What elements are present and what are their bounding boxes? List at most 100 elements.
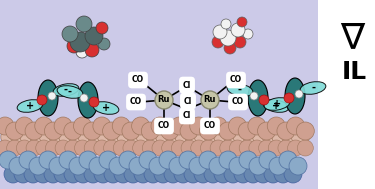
Circle shape bbox=[25, 122, 43, 140]
Text: Cl: Cl bbox=[184, 97, 192, 105]
Circle shape bbox=[160, 122, 178, 140]
Circle shape bbox=[55, 140, 71, 156]
Circle shape bbox=[184, 165, 202, 183]
Circle shape bbox=[36, 140, 52, 156]
Circle shape bbox=[231, 23, 245, 37]
Circle shape bbox=[59, 128, 77, 146]
Circle shape bbox=[79, 151, 97, 169]
Circle shape bbox=[104, 165, 122, 183]
Circle shape bbox=[204, 128, 222, 146]
Circle shape bbox=[204, 165, 222, 183]
Circle shape bbox=[159, 151, 177, 169]
Text: ∇: ∇ bbox=[340, 21, 364, 55]
Circle shape bbox=[288, 140, 304, 156]
Circle shape bbox=[83, 122, 101, 140]
Circle shape bbox=[98, 128, 116, 146]
Circle shape bbox=[132, 117, 150, 135]
Text: CO: CO bbox=[232, 98, 244, 106]
Circle shape bbox=[37, 95, 47, 105]
Circle shape bbox=[230, 140, 246, 156]
Circle shape bbox=[229, 157, 247, 175]
Circle shape bbox=[296, 122, 314, 140]
Circle shape bbox=[134, 165, 152, 183]
Circle shape bbox=[69, 157, 87, 175]
Circle shape bbox=[124, 165, 142, 183]
Ellipse shape bbox=[264, 98, 290, 110]
Circle shape bbox=[249, 140, 265, 156]
Circle shape bbox=[76, 46, 88, 58]
Circle shape bbox=[85, 43, 99, 57]
Circle shape bbox=[237, 17, 247, 27]
Text: +: + bbox=[272, 101, 280, 111]
Circle shape bbox=[269, 157, 287, 175]
Circle shape bbox=[74, 117, 92, 135]
Circle shape bbox=[117, 128, 135, 146]
Text: CO: CO bbox=[204, 122, 216, 130]
Circle shape bbox=[146, 128, 164, 146]
Circle shape bbox=[214, 128, 232, 146]
Circle shape bbox=[39, 151, 57, 169]
Circle shape bbox=[277, 122, 295, 140]
Text: CO: CO bbox=[158, 122, 170, 130]
Circle shape bbox=[224, 165, 242, 183]
Circle shape bbox=[191, 140, 207, 156]
Circle shape bbox=[93, 117, 111, 135]
Circle shape bbox=[249, 157, 267, 175]
Circle shape bbox=[289, 157, 307, 175]
Circle shape bbox=[123, 140, 139, 156]
Circle shape bbox=[54, 117, 72, 135]
Circle shape bbox=[62, 26, 78, 42]
Circle shape bbox=[268, 140, 284, 156]
Circle shape bbox=[253, 128, 271, 146]
Circle shape bbox=[155, 91, 173, 109]
Circle shape bbox=[0, 140, 13, 156]
Text: +: + bbox=[273, 99, 281, 109]
Circle shape bbox=[6, 122, 24, 140]
Circle shape bbox=[194, 165, 212, 183]
Ellipse shape bbox=[38, 80, 58, 116]
Circle shape bbox=[170, 117, 188, 135]
Circle shape bbox=[209, 117, 227, 135]
Text: CO: CO bbox=[130, 98, 142, 106]
Circle shape bbox=[284, 165, 302, 183]
Text: Cl: Cl bbox=[183, 112, 191, 121]
Circle shape bbox=[69, 128, 87, 146]
Text: -: - bbox=[64, 85, 68, 95]
Circle shape bbox=[0, 117, 14, 135]
Circle shape bbox=[224, 128, 242, 146]
Circle shape bbox=[10, 128, 28, 146]
Circle shape bbox=[175, 128, 193, 146]
Circle shape bbox=[65, 140, 81, 156]
Circle shape bbox=[49, 157, 67, 175]
Circle shape bbox=[144, 165, 162, 183]
Circle shape bbox=[228, 117, 246, 135]
Circle shape bbox=[297, 140, 314, 156]
Circle shape bbox=[282, 128, 300, 146]
Circle shape bbox=[85, 27, 103, 45]
Circle shape bbox=[264, 165, 282, 183]
Circle shape bbox=[243, 128, 261, 146]
Text: Cl: Cl bbox=[183, 81, 191, 90]
Text: Ru: Ru bbox=[158, 95, 170, 105]
Circle shape bbox=[213, 25, 227, 39]
Circle shape bbox=[74, 165, 92, 183]
Circle shape bbox=[15, 117, 33, 135]
Circle shape bbox=[1, 128, 19, 146]
Circle shape bbox=[48, 92, 56, 100]
Circle shape bbox=[238, 122, 256, 140]
Circle shape bbox=[94, 140, 110, 156]
Circle shape bbox=[272, 128, 290, 146]
Circle shape bbox=[4, 165, 22, 183]
Circle shape bbox=[278, 140, 294, 156]
Circle shape bbox=[181, 140, 197, 156]
Circle shape bbox=[9, 157, 27, 175]
Circle shape bbox=[286, 117, 304, 135]
Circle shape bbox=[279, 151, 297, 169]
Circle shape bbox=[14, 165, 32, 183]
Circle shape bbox=[259, 140, 274, 156]
Circle shape bbox=[165, 128, 183, 146]
Circle shape bbox=[107, 128, 125, 146]
Circle shape bbox=[239, 140, 255, 156]
Text: +: + bbox=[26, 101, 34, 111]
Circle shape bbox=[154, 165, 172, 183]
